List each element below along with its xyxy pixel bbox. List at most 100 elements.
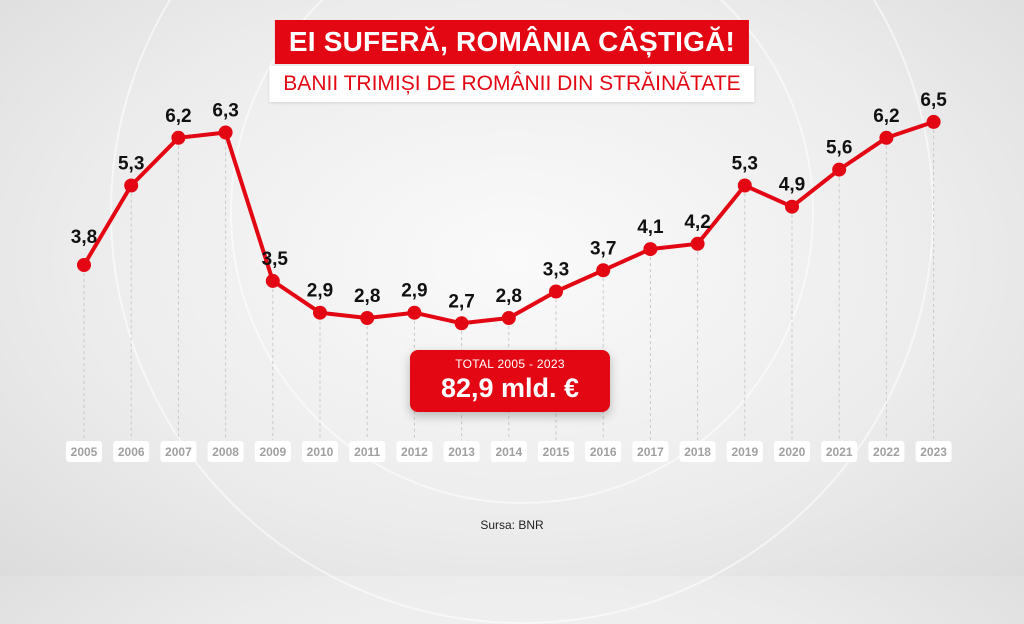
data-point <box>124 178 139 193</box>
year-label-bg <box>632 441 669 462</box>
x-tick-label: 2021 <box>826 445 853 459</box>
year-label: 2015 <box>538 441 574 462</box>
data-label: 6,2 <box>873 106 899 127</box>
year-label: 2014 <box>490 441 527 462</box>
year-label: 2010 <box>302 441 338 462</box>
data-point <box>171 130 186 145</box>
year-label: 2013 <box>443 441 480 462</box>
data-point <box>832 162 847 177</box>
year-label: 2019 <box>726 441 763 462</box>
year-label-bg <box>538 441 574 462</box>
data-point <box>549 284 563 299</box>
year-label-bg <box>868 441 905 462</box>
year-label: 2009 <box>254 441 291 462</box>
page-title: EI SUFERĂ, ROMÂNIA CÂȘTIGĂ! <box>274 20 750 64</box>
data-label: 5,6 <box>826 138 852 159</box>
series-remittances <box>77 114 941 331</box>
x-tick-label: 2014 <box>495 445 522 459</box>
x-tick-label: 2011 <box>354 445 380 459</box>
year-label-bg <box>66 441 102 462</box>
x-tick-label: 2012 <box>401 445 428 459</box>
data-point <box>926 114 941 129</box>
x-tick-label: 2010 <box>307 445 334 459</box>
year-label: 2007 <box>160 441 197 462</box>
year-label-bg <box>726 441 763 462</box>
x-tick-label: 2019 <box>731 445 758 459</box>
total-value: 82,9 mld. € <box>440 373 580 403</box>
year-label: 2011 <box>349 441 386 462</box>
data-point <box>77 258 91 272</box>
year-label-bg <box>443 441 480 462</box>
year-label-bg <box>585 441 622 462</box>
data-label: 5,3 <box>118 154 144 175</box>
x-tick-label: 2009 <box>259 445 286 459</box>
year-label: 2021 <box>821 441 858 462</box>
year-label: 2012 <box>396 441 433 462</box>
year-label-bg <box>302 441 338 462</box>
x-tick-label: 2015 <box>543 445 570 459</box>
data-point <box>218 125 233 140</box>
page-subtitle: BANII TRIMIȘI DE ROMÂNII DIN STRĂINĂTATE <box>269 66 755 102</box>
year-label: 2016 <box>585 441 622 462</box>
year-label: 2020 <box>774 441 810 462</box>
x-tick-label: 2008 <box>212 445 239 459</box>
year-label-bg <box>349 441 386 462</box>
x-tick-label: 2005 <box>71 445 98 459</box>
data-label: 3,3 <box>543 260 569 281</box>
year-label-bg <box>207 441 244 462</box>
year-label-bg <box>396 441 433 462</box>
value-labels: 3,8 5,3 6,2 6,3 3,5 2,9 2,8 2,9 2,7 2,8 3,3 3,7 4,1 4… <box>71 90 947 312</box>
total-label: TOTAL 2005 - 2023 <box>455 357 565 371</box>
data-label: 2,7 <box>448 291 474 312</box>
x-tick-label: 2006 <box>118 445 145 459</box>
data-label: 3,8 <box>71 227 97 248</box>
year-label: 2022 <box>868 441 905 462</box>
data-label: 6,5 <box>920 90 947 111</box>
source-note: Sursa: BNR <box>480 518 544 532</box>
x-tick-label: 2007 <box>165 445 192 459</box>
data-label: 4,1 <box>637 217 664 238</box>
data-point <box>785 199 799 214</box>
data-label: 5,3 <box>732 154 758 175</box>
year-label-bg <box>160 441 197 462</box>
year-label-bg <box>915 441 952 462</box>
data-point <box>737 178 752 193</box>
data-label: 4,9 <box>779 175 805 196</box>
data-label: 3,5 <box>262 249 289 270</box>
x-tick-label: 2013 <box>448 445 475 459</box>
year-label: 2006 <box>113 441 150 462</box>
year-label-bg <box>679 441 716 462</box>
x-tick-label: 2018 <box>684 445 711 459</box>
data-point <box>265 273 280 288</box>
data-label: 2,9 <box>401 281 427 302</box>
data-point <box>643 242 658 257</box>
year-label-bg <box>821 441 858 462</box>
line-chart: 2005 2006 2007 2008 2009 2010 2011 2012 2013 2014… <box>66 89 952 462</box>
data-point <box>690 236 705 251</box>
data-point <box>360 311 375 325</box>
data-point <box>313 305 327 320</box>
year-label-bg <box>774 441 810 462</box>
data-point <box>596 263 611 278</box>
data-label: 6,3 <box>212 101 238 122</box>
x-tick-label: 2020 <box>779 445 806 459</box>
data-label: 6,2 <box>165 106 191 127</box>
year-label: 2023 <box>915 441 952 462</box>
data-label: 3,7 <box>590 238 616 259</box>
data-point <box>454 316 469 331</box>
x-tick-label: 2022 <box>873 445 900 459</box>
data-label: 2,8 <box>354 286 380 307</box>
year-label-bg <box>254 441 291 462</box>
year-label: 2017 <box>632 441 669 462</box>
data-label: 2,9 <box>307 281 333 302</box>
x-tick-label: 2023 <box>920 445 947 459</box>
total-badge: TOTAL 2005 - 2023 82,9 mld. € <box>410 350 610 412</box>
data-point <box>879 130 894 145</box>
year-label-bg <box>113 441 150 462</box>
x-tick-label: 2017 <box>637 445 664 459</box>
gridlines <box>83 129 935 440</box>
data-label: 4,2 <box>684 212 710 233</box>
year-label: 2008 <box>207 441 244 462</box>
year-label-bg <box>490 441 527 462</box>
data-point <box>407 305 422 320</box>
